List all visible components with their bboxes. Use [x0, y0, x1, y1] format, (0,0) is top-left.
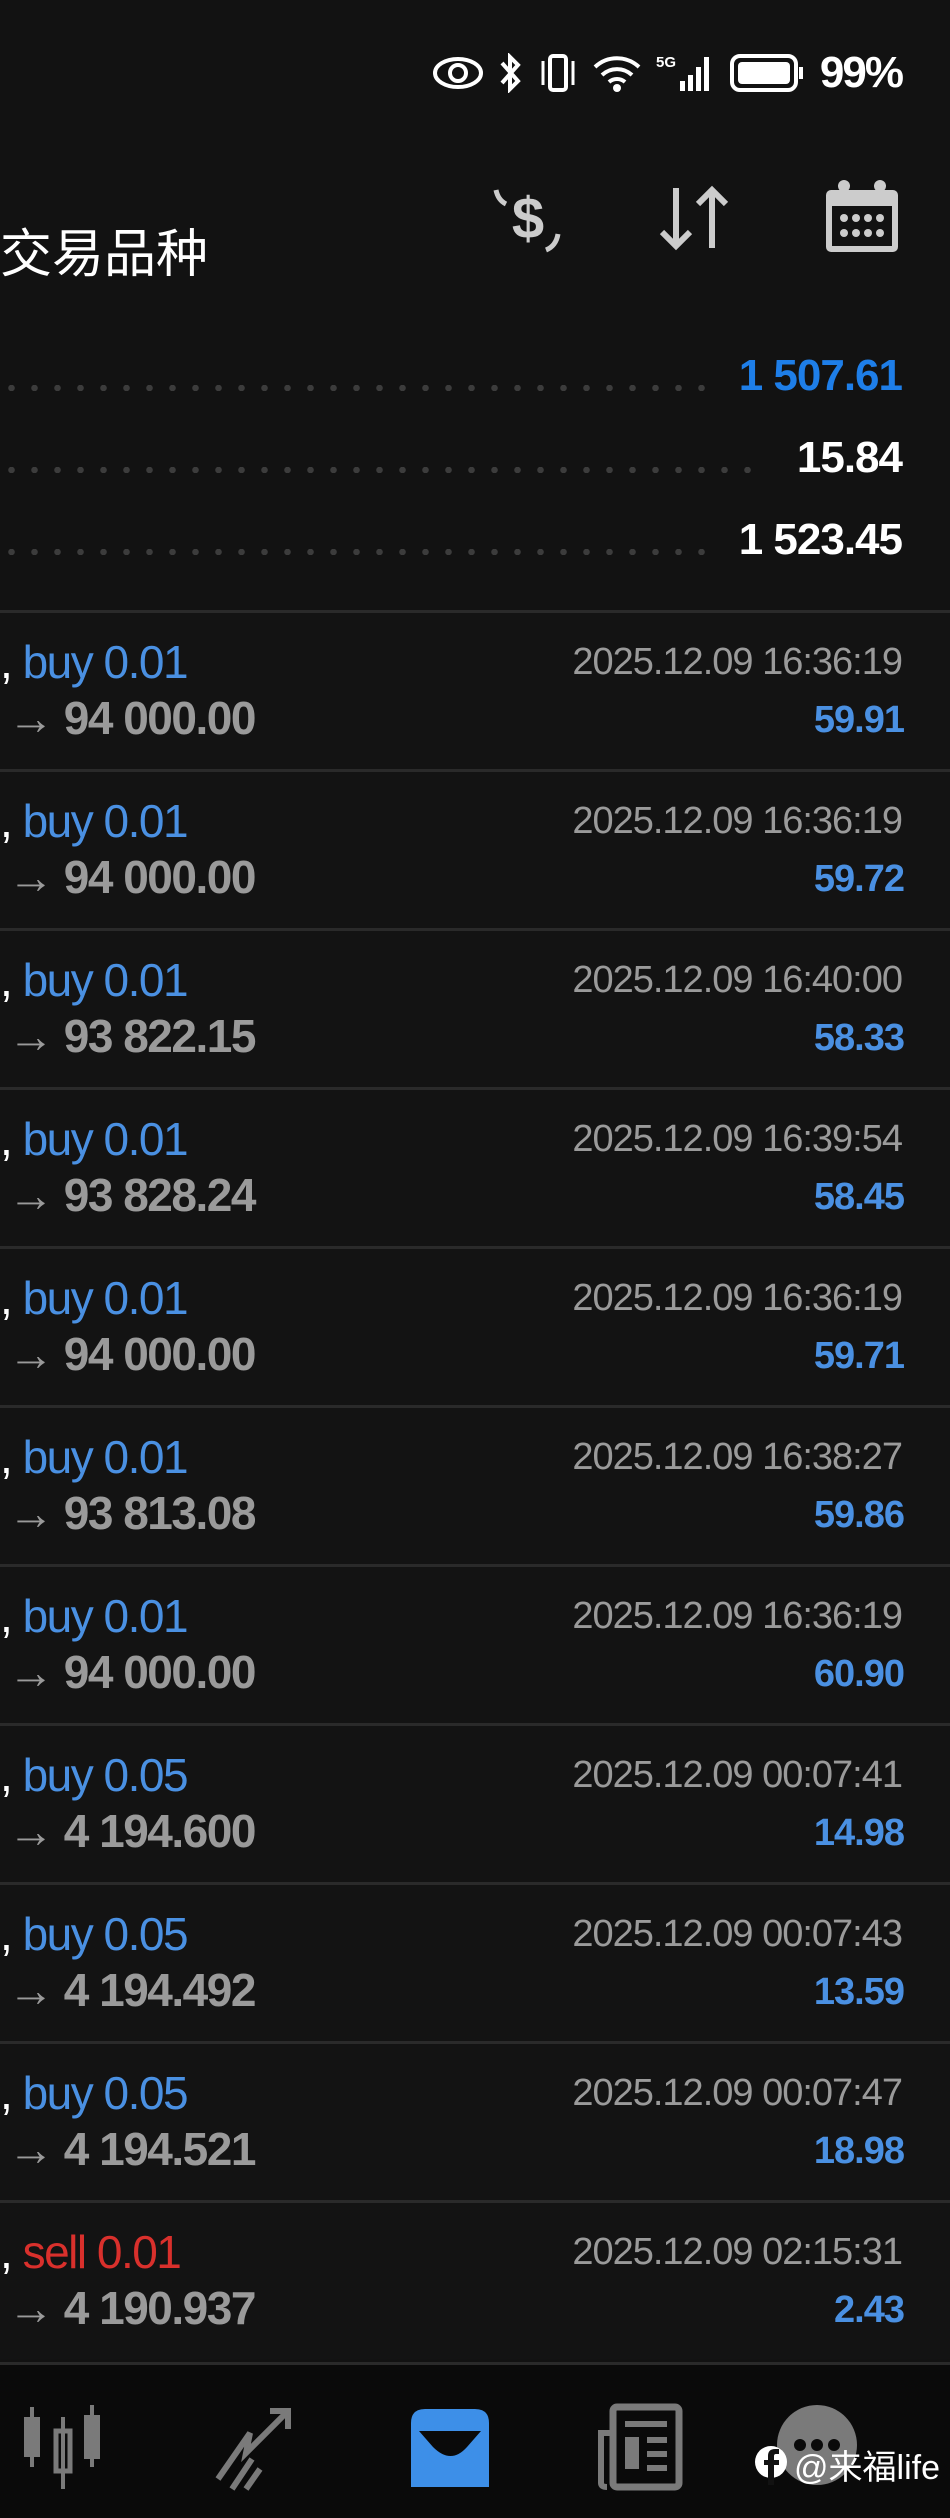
eye-icon	[432, 57, 483, 89]
trade-price: → 94 000.00	[8, 851, 256, 903]
news-icon[interactable]	[595, 2403, 685, 2493]
trade-side: , buy 0.01	[0, 954, 189, 1006]
trade-time: 2025.12.09 16:39:54	[572, 1118, 903, 1160]
trade-side-volume: buy 0.05	[22, 1749, 189, 1801]
trade-profit: 13.59	[813, 1971, 905, 2013]
dot-leader	[0, 385, 709, 391]
summary-value: 1 523.45	[738, 515, 903, 564]
trade-time: 2025.12.09 16:40:00	[572, 959, 903, 1001]
trade-side-volume: buy 0.05	[22, 2067, 189, 2119]
trade-price: → 93 828.24	[8, 1169, 256, 1221]
trade-time: 2025.12.09 00:07:47	[572, 2072, 903, 2114]
trade-list: , buy 0.01 2025.12.09 16:36:19 → 94 000.…	[0, 610, 950, 2359]
trade-row[interactable]: , buy 0.01 2025.12.09 16:36:19 → 94 000.…	[0, 1564, 950, 1723]
trade-profit: 58.33	[813, 1017, 905, 1059]
trade-price: → 94 000.00	[8, 1646, 256, 1698]
trade-time: 2025.12.09 00:07:41	[572, 1754, 903, 1796]
trade-side-volume: buy 0.01	[22, 1431, 189, 1483]
trade-side: , buy 0.01	[0, 1113, 189, 1165]
quotes-candlestick-icon[interactable]	[18, 2403, 108, 2493]
trade-price: → 94 000.00	[8, 1328, 256, 1380]
trade-side: , buy 0.05	[0, 1908, 189, 1960]
summary-value: 1 507.61	[738, 351, 903, 400]
trade-side: , buy 0.01	[0, 1272, 189, 1324]
trade-price: → 4 194.600	[8, 1805, 256, 1857]
messages-icon[interactable]	[772, 2403, 862, 2493]
trade-row[interactable]: , buy 0.05 2025.12.09 00:07:47 → 4 194.5…	[0, 2041, 950, 2200]
bottom-nav	[0, 2362, 950, 2518]
summary-row: 1 523.45	[0, 510, 903, 570]
trade-side: , sell 0.01	[0, 2226, 182, 2278]
page-title: 交易品种	[0, 226, 209, 284]
trade-time: 2025.12.09 16:36:19	[572, 1277, 903, 1319]
summary-row: 15.84	[0, 428, 903, 488]
trade-side-volume: buy 0.01	[22, 1272, 189, 1324]
trade-chart-icon[interactable]	[210, 2403, 300, 2493]
currency-exchange-icon[interactable]: $	[488, 178, 568, 258]
trade-row[interactable]: , buy 0.01 2025.12.09 16:39:54 → 93 828.…	[0, 1087, 950, 1246]
trade-profit: 14.98	[813, 1812, 905, 1854]
trade-price: → 4 190.937	[8, 2282, 256, 2334]
trade-side-volume: buy 0.01	[22, 1590, 189, 1642]
trade-time: 2025.12.09 16:36:19	[572, 1595, 903, 1637]
trade-side-volume: buy 0.01	[22, 1113, 189, 1165]
trade-profit: 2.43	[834, 2289, 905, 2331]
trade-side-volume: buy 0.01	[22, 954, 189, 1006]
watermark: @来福life	[754, 2440, 940, 2489]
trade-profit: 59.86	[813, 1494, 905, 1536]
trade-side-volume: buy 0.05	[22, 1908, 189, 1960]
trade-side: , buy 0.05	[0, 2067, 189, 2119]
trade-row[interactable]: , sell 0.01 2025.12.09 02:15:31 → 4 190.…	[0, 2200, 950, 2359]
trade-time: 2025.12.09 16:36:19	[572, 641, 903, 683]
trade-side: , buy 0.01	[0, 636, 189, 688]
trade-time: 2025.12.09 00:07:43	[572, 1913, 903, 1955]
trade-price: → 93 813.08	[8, 1487, 256, 1539]
trade-profit: 58.45	[813, 1176, 905, 1218]
trade-row[interactable]: , buy 0.01 2025.12.09 16:36:19 → 94 000.…	[0, 1246, 950, 1405]
trade-price: → 4 194.521	[8, 2123, 256, 2175]
trade-row[interactable]: , buy 0.01 2025.12.09 16:38:27 → 93 813.…	[0, 1405, 950, 1564]
bluetooth-icon	[500, 53, 521, 93]
battery-percent: 99%	[819, 48, 904, 97]
trade-side: , buy 0.05	[0, 1749, 189, 1801]
watermark-text: @来福life	[794, 2449, 940, 2487]
status-bar: 5G 99%	[432, 45, 904, 101]
trade-profit: 18.98	[813, 2130, 905, 2172]
trade-row[interactable]: , buy 0.01 2025.12.09 16:36:19 → 94 000.…	[0, 610, 950, 769]
network-type: 5G	[656, 54, 676, 71]
trade-profit: 59.71	[813, 1335, 905, 1377]
calendar-icon[interactable]	[822, 178, 902, 258]
history-inbox-icon[interactable]	[405, 2403, 495, 2493]
sort-icon[interactable]	[654, 178, 734, 258]
trade-row[interactable]: , buy 0.01 2025.12.09 16:36:19 → 94 000.…	[0, 769, 950, 928]
trade-profit: 59.72	[813, 858, 905, 900]
trade-time: 2025.12.09 02:15:31	[572, 2231, 903, 2273]
trade-side: , buy 0.01	[0, 1431, 189, 1483]
trade-price: → 94 000.00	[8, 692, 256, 744]
trade-price: → 93 822.15	[8, 1010, 256, 1062]
wifi-icon	[593, 56, 641, 92]
trade-profit: 60.90	[813, 1653, 905, 1695]
trade-row[interactable]: , buy 0.01 2025.12.09 16:40:00 → 93 822.…	[0, 928, 950, 1087]
trade-time: 2025.12.09 16:36:19	[572, 800, 903, 842]
summary-row: 1 507.61	[0, 346, 903, 406]
trade-price: → 4 194.492	[8, 1964, 256, 2016]
trade-side-volume: buy 0.01	[22, 795, 189, 847]
trade-side: , buy 0.01	[0, 795, 189, 847]
battery-icon	[729, 54, 803, 92]
trade-side: , buy 0.01	[0, 1590, 189, 1642]
dot-leader	[0, 549, 709, 555]
dot-leader	[0, 467, 767, 473]
trade-side-volume: sell 0.01	[22, 2226, 182, 2278]
trade-row[interactable]: , buy 0.05 2025.12.09 00:07:41 → 4 194.6…	[0, 1723, 950, 1882]
vibrate-icon	[541, 54, 575, 92]
trade-profit: 59.91	[813, 699, 905, 741]
summary-value: 15.84	[796, 433, 903, 482]
trade-side-volume: buy 0.01	[22, 636, 189, 688]
trade-time: 2025.12.09 16:38:27	[572, 1436, 903, 1478]
signal-icon: 5G	[656, 54, 709, 91]
trade-row[interactable]: , buy 0.05 2025.12.09 00:07:43 → 4 194.4…	[0, 1882, 950, 2041]
svg-text:$: $	[512, 186, 544, 251]
facebook-icon	[755, 2445, 788, 2485]
